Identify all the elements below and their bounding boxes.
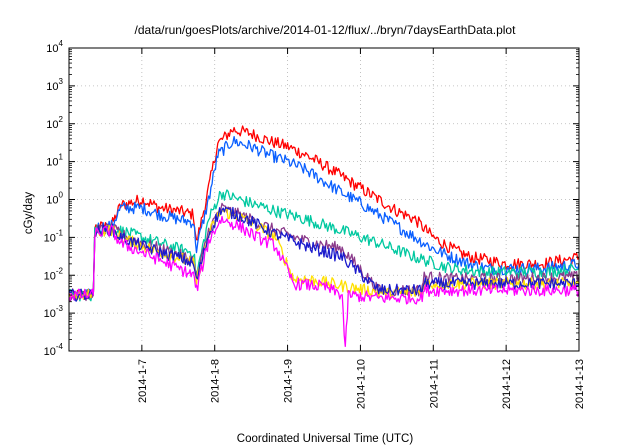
x-tick-label: 2014-1-10: [355, 359, 367, 409]
series-line-1: [68, 125, 580, 300]
y-tick-label: 10-3: [44, 304, 64, 320]
x-tick-label: 2014-1-11: [428, 359, 440, 408]
y-tick-label: 100: [46, 191, 63, 207]
x-axis-label: Coordinated Universal Time (UTC): [237, 433, 414, 445]
y-axis: 10-4 10-3 10-2 10-1 100 101 102 103 104: [44, 39, 579, 358]
y-tick-label: 104: [46, 39, 63, 55]
grid: [69, 48, 579, 351]
y-tick-label: 103: [46, 77, 63, 93]
y-tick-label: 101: [46, 153, 63, 169]
x-tick-label: 2014-1-7: [137, 359, 149, 403]
y-tick-label: 10-4: [44, 342, 64, 358]
y-tick-label: 10-1: [44, 228, 64, 244]
x-axis: 2014-1-7 2014-1-8 2014-1-9 2014-1-10 2014-1-…: [137, 48, 586, 409]
x-tick-label: 2014-1-9: [283, 359, 295, 403]
x-tick-label: 2014-1-13: [574, 359, 586, 409]
series-line-6: [68, 206, 580, 302]
series-line-7: [68, 215, 580, 348]
series-group: [68, 125, 580, 348]
y-tick-label: 102: [46, 115, 63, 131]
y-axis-label: cGy/day: [23, 192, 35, 234]
series-line-5: [68, 208, 580, 301]
chart-title: /data/run/goesPlots/archive/2014-01-12/f…: [135, 23, 517, 37]
y-tick-label: 10-2: [44, 266, 64, 282]
series-line-3: [68, 189, 580, 302]
x-tick-label: 2014-1-12: [501, 359, 513, 409]
x-tick-label: 2014-1-8: [210, 359, 222, 403]
